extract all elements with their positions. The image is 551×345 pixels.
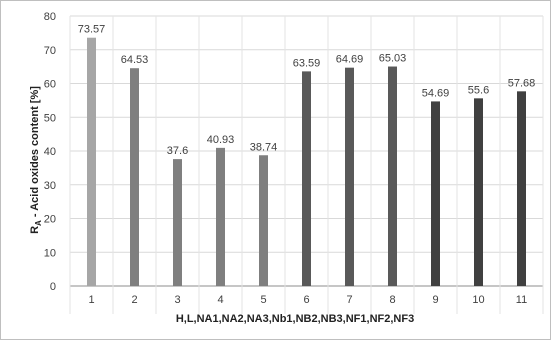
axis-ticks: 0 10 20 30 40 50 60 70 80 1 2 3 4 5 6 7 8 9 10 11 xyxy=(44,11,527,306)
data-label: 38.74 xyxy=(250,141,278,153)
y-tick-label: 0 xyxy=(50,281,56,293)
bar xyxy=(216,147,225,286)
y-tick-label: 10 xyxy=(44,247,56,259)
bar xyxy=(302,71,311,286)
x-tick-label: 3 xyxy=(174,294,180,306)
x-tick-label: 1 xyxy=(88,294,94,306)
data-label: 57.68 xyxy=(508,77,536,89)
bar xyxy=(517,91,526,286)
y-tick-label: 70 xyxy=(44,45,56,57)
y-tick-label: 60 xyxy=(44,79,56,91)
y-tick-label: 40 xyxy=(44,146,56,158)
y-tick-label: 20 xyxy=(44,214,56,226)
x-tick-label: 7 xyxy=(346,294,352,306)
x-tick-label: 4 xyxy=(217,294,223,306)
y-axis-label: RA - Acid oxides content [%] xyxy=(29,86,43,234)
y-tick-label: 50 xyxy=(44,112,56,124)
x-tick-label: 9 xyxy=(432,294,438,306)
data-label: 54.69 xyxy=(422,87,450,99)
y-axis-label-sub: A xyxy=(34,220,43,226)
data-label: 63.59 xyxy=(293,57,321,69)
data-labels: 73.57 64.53 37.6 40.93 38.74 63.59 64.69 65.03 5… xyxy=(78,24,536,157)
x-tick-label: 10 xyxy=(472,294,484,306)
y-tick-label: 80 xyxy=(44,11,56,23)
bar xyxy=(474,98,483,286)
data-label: 55.6 xyxy=(468,84,489,96)
y-axis-label-rest: - Acid oxides content [%] xyxy=(29,86,41,220)
bar xyxy=(431,101,440,286)
y-tick-label: 30 xyxy=(44,180,56,192)
data-label: 64.69 xyxy=(336,54,364,66)
bar xyxy=(388,66,397,287)
x-axis-label: H,L,NA1,NA2,NA3,Nb1,NB2,NB3,NF1,NF2,NF3 xyxy=(176,313,414,325)
x-tick-label: 5 xyxy=(260,294,266,306)
bar xyxy=(130,68,139,287)
bars xyxy=(87,37,526,287)
bar xyxy=(87,37,96,286)
data-label: 73.57 xyxy=(78,24,106,36)
bar xyxy=(259,155,268,286)
data-label: 37.6 xyxy=(167,145,188,157)
x-tick-label: 6 xyxy=(303,294,309,306)
data-label: 64.53 xyxy=(121,54,149,66)
bar xyxy=(345,67,354,286)
x-tick-label: 8 xyxy=(389,294,395,306)
data-label: 40.93 xyxy=(207,134,235,146)
data-label: 65.03 xyxy=(379,53,407,65)
y-axis-label-main: R xyxy=(29,226,41,234)
bar xyxy=(173,159,182,286)
x-tick-label: 11 xyxy=(516,294,527,306)
x-tick-label: 2 xyxy=(131,294,137,306)
